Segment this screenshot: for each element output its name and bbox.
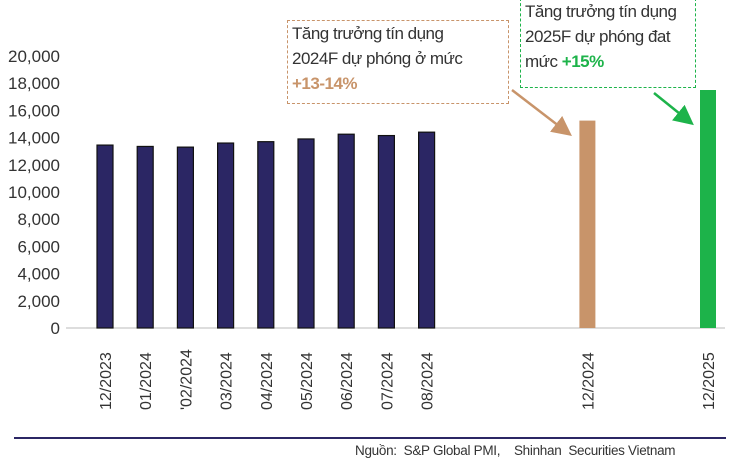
arrow-2024-icon: [511, 89, 572, 137]
x-tick-label: 07/2024: [379, 352, 396, 410]
x-tick-label: 05/2024: [299, 352, 316, 410]
y-tick-label: 2,000: [17, 292, 60, 311]
x-tick-label: 12/2024: [580, 352, 597, 410]
y-tick-label: 12,000: [8, 156, 60, 175]
annotation-2025-highlight: +15%: [561, 52, 604, 71]
x-tick-label: 03/2024: [219, 352, 236, 410]
bar-042024: [257, 141, 275, 329]
bar-122023: [96, 144, 114, 329]
x-tick-label: 08/2024: [420, 352, 437, 410]
annotation-2025-line2: 2025F dự phóng đat: [525, 27, 671, 46]
bar-072024: [377, 134, 395, 329]
annotation-2024: Tăng trưởng tín dụng 2024F dự phóng ở mứ…: [287, 20, 509, 104]
x-tick-label: 01/2024: [138, 352, 155, 410]
y-tick-label: 6,000: [17, 237, 60, 256]
x-tick-label: '02/2024: [178, 349, 195, 410]
y-tick-label: 20,000: [8, 47, 60, 66]
bar-022024: [176, 146, 194, 329]
annotation-2025-line1: Tăng trưởng tín dụng: [525, 2, 677, 21]
bar-082024: [418, 131, 436, 329]
bar-062024: [337, 133, 355, 329]
annotation-2025-prefix: mức: [525, 52, 562, 71]
y-tick-label: 14,000: [8, 129, 60, 148]
annotation-2024-line2: 2024F dự phóng ở mức: [292, 49, 463, 68]
bar-052024: [297, 138, 315, 329]
y-tick-label: 0: [51, 319, 60, 338]
y-tick-label: 10,000: [8, 183, 60, 202]
arrow-2025-icon: [653, 92, 694, 126]
bar-032024: [217, 142, 235, 329]
bar-122025: [700, 90, 716, 328]
annotation-2024-line1: Tăng trưởng tín dụng: [292, 24, 444, 43]
annotation-2024-highlight: +13-14%: [292, 74, 358, 93]
y-tick-label: 4,000: [17, 265, 60, 284]
x-tick-label: 12/2023: [98, 352, 115, 410]
annotation-2025: Tăng trưởng tín dụng 2025F dự phóng đat …: [520, 0, 696, 88]
source-note: Nguồn: S&P Global PMI, Shinhan Securitie…: [355, 443, 676, 458]
bar-012024: [136, 145, 154, 329]
x-tick-label: 12/2025: [701, 352, 718, 410]
x-tick-label: 04/2024: [259, 352, 276, 410]
bar-122024: [579, 120, 596, 328]
y-tick-label: 16,000: [8, 101, 60, 120]
y-tick-label: 18,000: [8, 74, 60, 93]
x-tick-label: 06/2024: [339, 352, 356, 410]
y-tick-label: 8,000: [17, 210, 60, 229]
